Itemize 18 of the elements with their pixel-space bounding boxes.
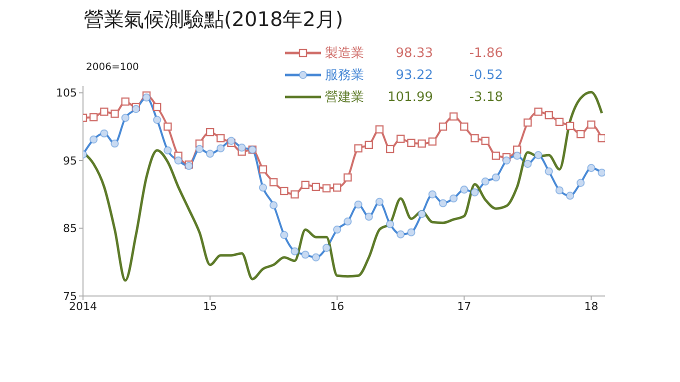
x-tick-label: 18 [584,300,598,313]
chart-title: 營業氣候測驗點(2018年2月) [84,6,344,33]
legend-label: 服務業 [325,67,365,84]
y-tick-label: 95 [63,154,77,168]
legend-label: 製造業 [325,45,365,62]
annotation: -3.18 [468,90,503,104]
x-tick-label: 17 [457,300,472,313]
text: -1.86 [468,46,503,60]
text: -0.52 [468,68,503,82]
y-tick-label: 105 [56,86,77,100]
y-tick-label: 85 [63,222,77,236]
text: 2006=100 [86,62,139,73]
x-tick-label: 15 [203,300,218,313]
text: 98.33 [394,46,433,60]
x-tick-label: 16 [330,300,344,313]
annotation: 101.99 [386,90,433,104]
legend-label: 營建業 [325,89,365,106]
text: 93.22 [394,68,433,82]
